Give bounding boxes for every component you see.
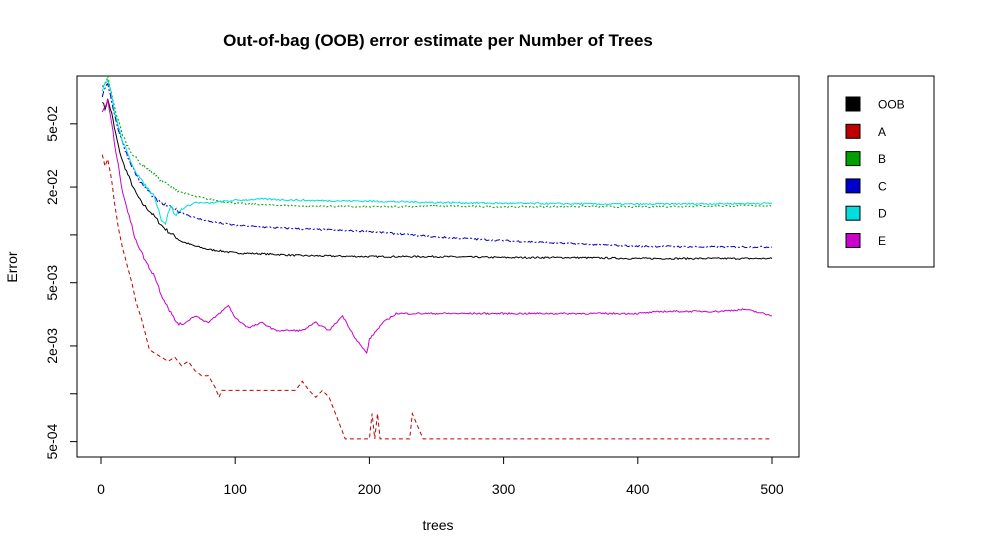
x-tick-label: 300 [492, 481, 516, 497]
plot-frame [76, 75, 800, 458]
y-tick-label: 5e-04 [44, 423, 60, 459]
x-tick-label: 100 [224, 481, 248, 497]
legend-label-e: E [878, 234, 886, 248]
x-axis-label: trees [422, 517, 453, 533]
x-tick-label: 0 [97, 481, 105, 497]
legend-label-c: C [878, 179, 887, 193]
legend-swatch-e [845, 233, 861, 248]
legend-label-b: B [878, 152, 886, 166]
legend-swatch-a [845, 123, 861, 139]
y-tick-label: 5e-02 [44, 106, 60, 142]
legend-label-a: A [878, 125, 886, 139]
legend-label-oob: OOB [878, 98, 905, 112]
chart-title: Out-of-bag (OOB) error estimate per Numb… [223, 31, 653, 50]
legend-swatch-oob [845, 96, 861, 112]
y-axis-label: Error [4, 251, 20, 282]
series-line-e [101, 99, 773, 355]
x-tick-label: 200 [358, 481, 382, 497]
y-tick-label: 2e-03 [44, 328, 60, 364]
x-axis: 0 100 200 300 400 500 [97, 456, 784, 497]
legend-swatch-d [845, 205, 861, 221]
x-tick-label: 400 [626, 481, 650, 497]
series-line-c [101, 82, 773, 249]
series-line-d [101, 78, 773, 226]
series-line-b [101, 75, 773, 209]
legend-swatch-c [845, 178, 861, 194]
y-tick-label: 5e-03 [44, 265, 60, 301]
series-layer [101, 75, 773, 440]
series-line-a [101, 154, 772, 440]
legend-swatch-b [845, 151, 861, 167]
legend-label-d: D [878, 207, 887, 221]
series-line-oob [102, 98, 773, 261]
y-axis: 5e-04 2e-03 5e-03 2e-02 5e-02 [44, 106, 78, 460]
y-tick-label: 2e-02 [44, 169, 60, 205]
x-tick-label: 500 [760, 481, 784, 497]
